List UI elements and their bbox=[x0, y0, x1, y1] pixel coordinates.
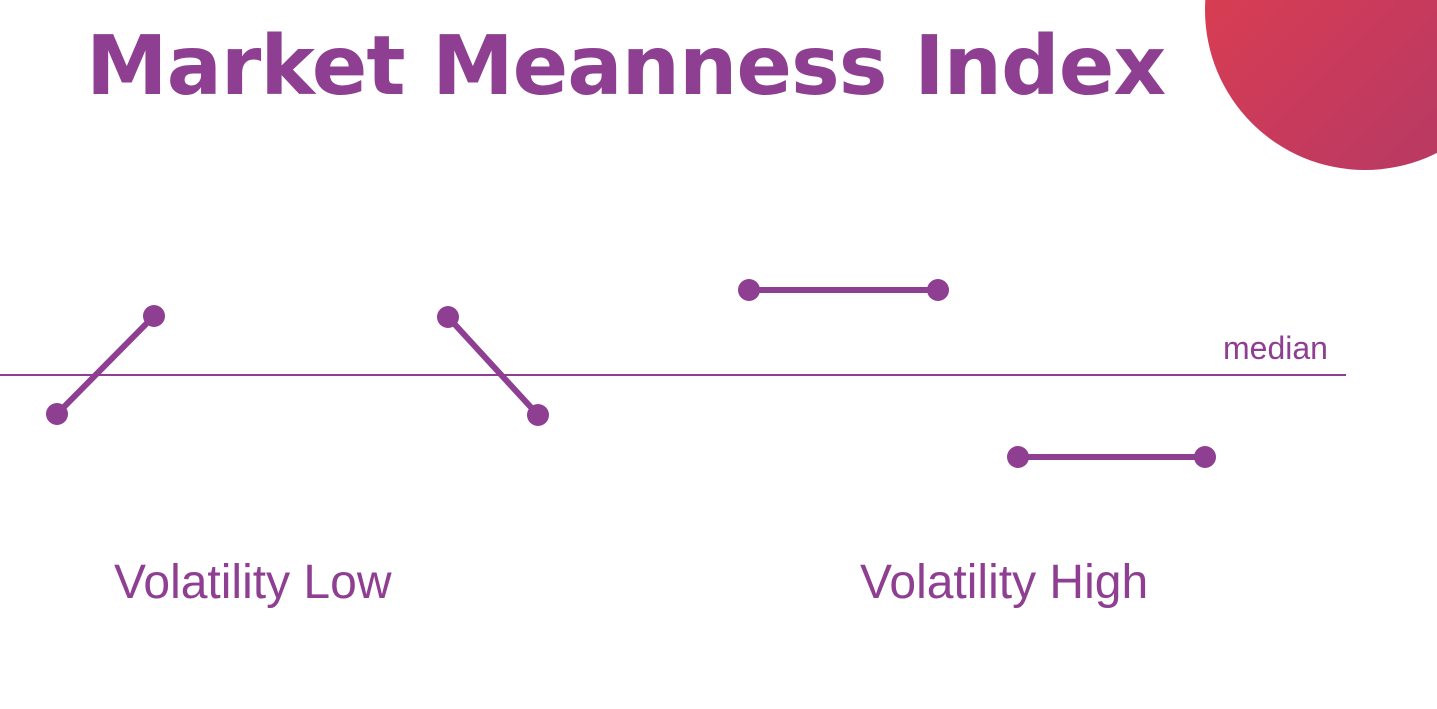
segment-endpoint bbox=[738, 279, 760, 301]
segment-endpoint bbox=[46, 403, 68, 425]
slide-title: Market Meanness Index bbox=[86, 19, 1166, 114]
segment-flat-above bbox=[738, 279, 949, 301]
segment-endpoint bbox=[437, 306, 459, 328]
segment-rising bbox=[46, 305, 165, 425]
segment-endpoint bbox=[527, 404, 549, 426]
segment-endpoint bbox=[927, 279, 949, 301]
volatility-low-label: Volatility Low bbox=[114, 556, 392, 609]
segment-flat-below bbox=[1007, 446, 1216, 468]
volatility-high-label: Volatility High bbox=[860, 556, 1149, 609]
segment-falling bbox=[437, 306, 549, 426]
segment-endpoint bbox=[143, 305, 165, 327]
segment-endpoint bbox=[1007, 446, 1029, 468]
segment-endpoint bbox=[1194, 446, 1216, 468]
median-label: median bbox=[1223, 330, 1328, 366]
